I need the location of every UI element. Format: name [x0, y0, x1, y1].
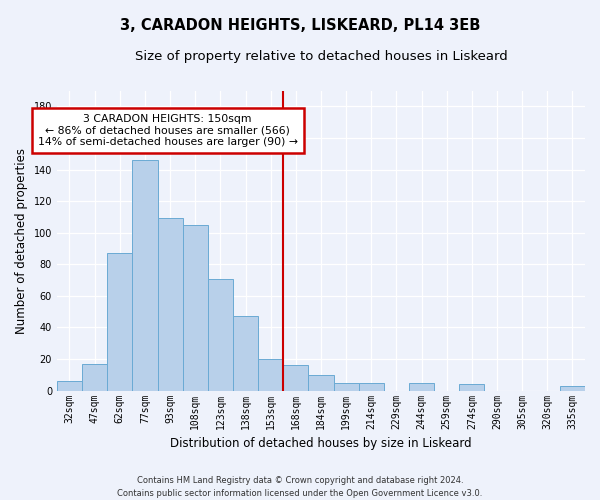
Text: 3 CARADON HEIGHTS: 150sqm
← 86% of detached houses are smaller (566)
14% of semi: 3 CARADON HEIGHTS: 150sqm ← 86% of detac…	[38, 114, 298, 148]
Bar	[233, 316, 258, 390]
Bar	[208, 278, 233, 390]
Bar	[409, 382, 434, 390]
Bar	[560, 386, 585, 390]
Bar	[334, 382, 359, 390]
Text: Contains HM Land Registry data © Crown copyright and database right 2024.
Contai: Contains HM Land Registry data © Crown c…	[118, 476, 482, 498]
Bar	[283, 366, 308, 390]
Bar	[57, 381, 82, 390]
Bar	[308, 375, 334, 390]
Bar	[158, 218, 182, 390]
Text: 3, CARADON HEIGHTS, LISKEARD, PL14 3EB: 3, CARADON HEIGHTS, LISKEARD, PL14 3EB	[120, 18, 480, 32]
Y-axis label: Number of detached properties: Number of detached properties	[15, 148, 28, 334]
Bar	[133, 160, 158, 390]
Bar	[182, 225, 208, 390]
Bar	[258, 359, 283, 390]
Bar	[82, 364, 107, 390]
X-axis label: Distribution of detached houses by size in Liskeard: Distribution of detached houses by size …	[170, 437, 472, 450]
Bar	[359, 382, 384, 390]
Bar	[459, 384, 484, 390]
Bar	[107, 253, 133, 390]
Title: Size of property relative to detached houses in Liskeard: Size of property relative to detached ho…	[134, 50, 508, 63]
